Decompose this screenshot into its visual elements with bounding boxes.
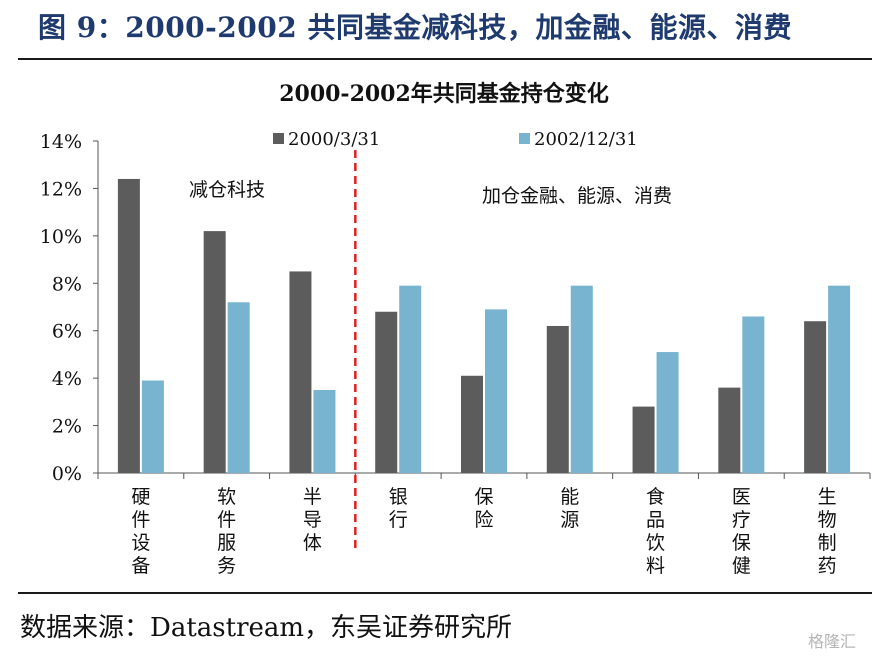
watermark-logo: 格隆汇 bbox=[808, 632, 857, 651]
x-category-label: 半导体 bbox=[303, 486, 322, 554]
bar-series2 bbox=[828, 285, 851, 473]
bar-series2 bbox=[399, 285, 422, 473]
y-tick-label: 14% bbox=[40, 131, 82, 153]
bottom-rule bbox=[18, 592, 872, 594]
legend-swatch-series2 bbox=[519, 133, 530, 144]
source-note: 数据来源：Datastream，东吴证券研究所 bbox=[20, 613, 513, 643]
bar-series1 bbox=[718, 387, 741, 473]
bar-series1 bbox=[804, 321, 827, 473]
x-category-label: 生物制药 bbox=[818, 486, 837, 577]
x-category-label: 医疗保健 bbox=[732, 486, 751, 577]
bar-chart: 2000-2002年共同基金持仓变化 0% 2% 4% 6% 8% 10% 12% 14% 硬件设… bbox=[40, 81, 871, 577]
x-category-label: 软件服务 bbox=[217, 486, 236, 577]
y-tick-label: 2% bbox=[52, 416, 82, 438]
bar-series1 bbox=[375, 311, 398, 473]
y-tick-label: 8% bbox=[52, 273, 82, 295]
chart-title: 2000-2002年共同基金持仓变化 bbox=[279, 81, 609, 107]
legend-label-series1: 2000/3/31 bbox=[288, 129, 380, 150]
legend-label-series2: 2002/12/31 bbox=[534, 129, 638, 150]
bar-series2 bbox=[485, 309, 507, 473]
bar-series1 bbox=[632, 406, 655, 473]
y-tick-label: 4% bbox=[52, 368, 82, 390]
x-category-label: 银行 bbox=[389, 486, 408, 531]
bar-series2 bbox=[141, 380, 164, 473]
bar-series2 bbox=[313, 390, 336, 473]
bar-series1 bbox=[203, 231, 226, 473]
y-tick-label: 10% bbox=[40, 226, 82, 248]
x-category-label: 食品饮料 bbox=[646, 486, 665, 577]
bar-series1 bbox=[289, 271, 312, 473]
x-category-label: 能源 bbox=[560, 486, 579, 531]
bar-series1 bbox=[461, 375, 483, 473]
legend-swatch-series1 bbox=[273, 133, 284, 144]
top-rule bbox=[18, 58, 872, 60]
y-tick-label: 12% bbox=[40, 178, 82, 200]
y-tick-label: 0% bbox=[52, 463, 82, 485]
figure-title: 图 9：2000-2002 共同基金减科技，加金融、能源、消费 bbox=[38, 11, 792, 44]
bar-series1 bbox=[546, 325, 569, 473]
x-category-label: 硬件设备 bbox=[131, 486, 150, 577]
bar-series1 bbox=[117, 178, 140, 473]
bar-series2 bbox=[742, 316, 765, 473]
bar-series2 bbox=[227, 302, 250, 473]
bar-series2 bbox=[570, 285, 593, 473]
annotation-left: 减仓科技 bbox=[189, 179, 265, 201]
bar-series2 bbox=[656, 352, 679, 473]
y-tick-label: 6% bbox=[52, 321, 82, 343]
annotation-right: 加仓金融、能源、消费 bbox=[482, 185, 672, 207]
x-category-label: 保险 bbox=[474, 486, 493, 531]
